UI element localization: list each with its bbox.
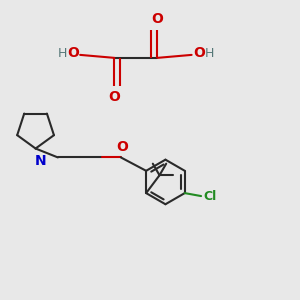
Text: O: O bbox=[193, 46, 205, 60]
Text: Cl: Cl bbox=[203, 190, 216, 202]
Text: O: O bbox=[67, 46, 79, 60]
Text: O: O bbox=[108, 90, 120, 104]
Text: H: H bbox=[204, 47, 214, 60]
Text: H: H bbox=[57, 47, 67, 60]
Text: O: O bbox=[116, 140, 128, 154]
Text: O: O bbox=[152, 12, 164, 26]
Text: N: N bbox=[35, 154, 47, 168]
